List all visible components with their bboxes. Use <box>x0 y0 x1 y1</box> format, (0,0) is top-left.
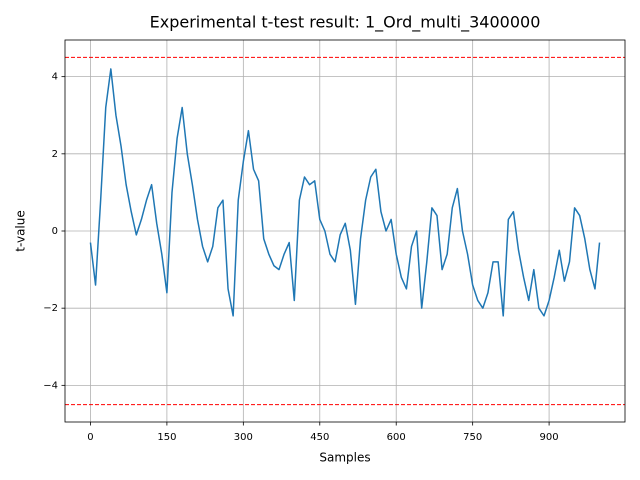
y-tick-label: 0 <box>52 226 58 237</box>
x-tick-label: 0 <box>87 432 93 443</box>
x-tick-label: 750 <box>463 432 482 443</box>
y-axis-label: t-value <box>14 210 28 252</box>
y-tick-label: −2 <box>43 303 58 314</box>
plot-frame <box>64 39 626 423</box>
x-tick-label: 300 <box>234 432 253 443</box>
x-tick-label: 600 <box>387 432 406 443</box>
data-line <box>89 68 601 317</box>
x-tick-label: 150 <box>157 432 176 443</box>
y-tick-label: 4 <box>52 72 58 83</box>
chart-title: Experimental t-test result: 1_Ord_multi_… <box>150 13 541 33</box>
y-tick-label: −4 <box>43 380 58 391</box>
y-tick-label: 2 <box>52 149 58 160</box>
x-axis-label: Samples <box>319 451 370 465</box>
x-tick-label: 450 <box>310 432 329 443</box>
x-tick-label: 900 <box>540 432 559 443</box>
